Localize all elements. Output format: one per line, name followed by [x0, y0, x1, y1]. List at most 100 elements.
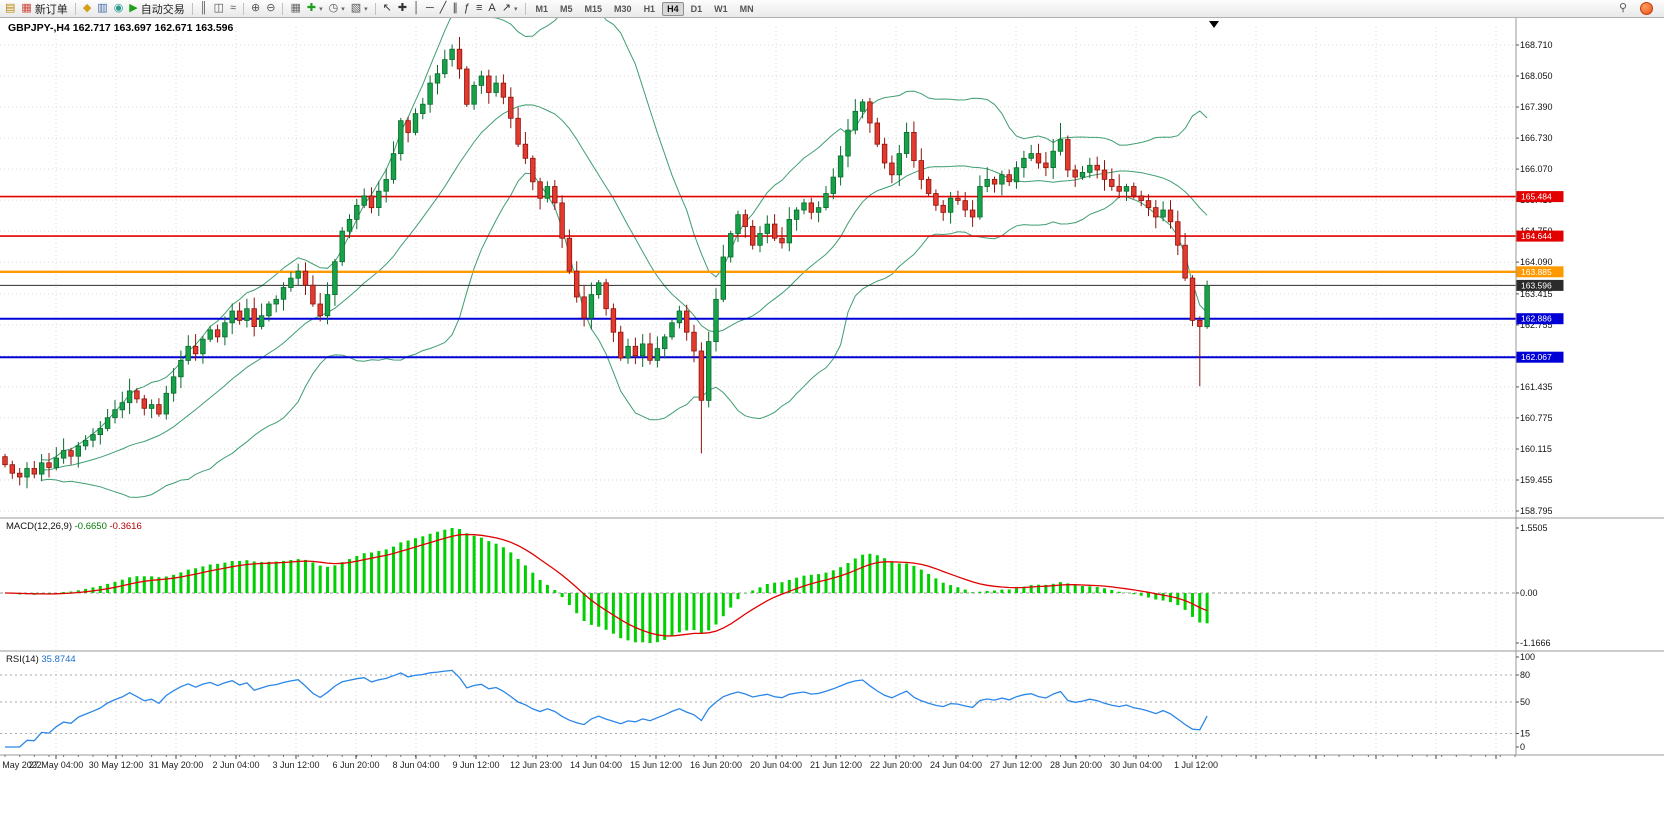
channel-button[interactable]: ∥ — [449, 1, 461, 17]
price-scale-label: 158.795 — [1520, 506, 1553, 516]
time-axis-label: 22 Jun 20:00 — [870, 760, 922, 770]
new-order-icon: ▦ — [21, 2, 32, 14]
timeframe-w1-button[interactable]: W1 — [714, 3, 728, 14]
chart-title: GBPJPY-,H4 162.717 163.697 162.671 163.5… — [8, 22, 234, 34]
cursor-button[interactable]: ↖ — [380, 1, 395, 17]
line-chart-button[interactable]: ≈ — [227, 1, 239, 17]
grid-layer — [0, 27, 1516, 752]
price-scale-label: 164.090 — [1520, 257, 1553, 267]
price-scale-label: 159.455 — [1520, 475, 1553, 485]
periods-button[interactable]: ◷ ▾ — [326, 1, 348, 17]
toolbar-separator — [374, 2, 376, 15]
svg-text:164.644: 164.644 — [1521, 231, 1552, 241]
timeframe-h1-button[interactable]: H1 — [643, 3, 656, 14]
periods-icon: ◷ — [328, 2, 339, 14]
toolbar-separator — [191, 2, 193, 15]
account-status-icon[interactable] — [1637, 1, 1656, 17]
price-scale-label: 166.070 — [1520, 164, 1553, 174]
zoom-in-button[interactable]: ⊕ — [248, 1, 263, 17]
trendline-icon: ╱ — [439, 2, 447, 14]
time-axis-label: 12 Jun 23:00 — [510, 760, 562, 770]
arrows-button[interactable]: ↗ ▾ — [499, 1, 521, 17]
autotrading-button[interactable]: ▶ 自动交易 — [126, 1, 187, 17]
dropdown-caret-icon: ▾ — [364, 5, 368, 13]
vertical-line-icon: │ — [413, 2, 420, 14]
navigator-button[interactable]: ◉ — [111, 1, 127, 17]
zoom-out-button[interactable]: ⊖ — [263, 1, 278, 17]
zoom-out-icon: ⊖ — [266, 2, 276, 14]
new-order-button[interactable]: ▦ 新订单 — [18, 1, 70, 17]
autotrading-button-label: 自动交易 — [140, 3, 185, 16]
candlestick-chart-button[interactable]: ◫ — [211, 1, 227, 17]
horizontal-line-button[interactable]: ─ — [423, 1, 437, 17]
bar-chart-button[interactable]: ║ — [197, 1, 211, 17]
bar-chart-icon: ║ — [199, 2, 208, 14]
templates-button[interactable]: ▧ ▾ — [348, 1, 371, 17]
templates-icon: ▧ — [350, 2, 362, 14]
tile-windows-button[interactable]: ▦ — [287, 1, 303, 17]
market-watch-button[interactable]: ◆ — [80, 1, 94, 17]
horizontal-line-icon: ─ — [425, 2, 434, 14]
price-scale[interactable]: 168.710 168.050 167.390 166.730 166.070 165.4… — [1516, 40, 1564, 516]
indicators-button[interactable]: ✚ ▾ — [304, 1, 326, 17]
shapes-button[interactable]: ≡ — [473, 1, 485, 17]
toolbar-separator — [74, 2, 76, 15]
chart-area[interactable]: GBPJPY-,H4 162.717 163.697 162.671 163.5… — [0, 18, 1664, 819]
search-button[interactable]: ⚲ — [1616, 1, 1630, 17]
macd-scale-label: -1.1666 — [1520, 638, 1551, 648]
toolbar: ▤ ▦ 新订单 ◆ ▥ ◉ ▶ 自动交易 ║ ◫ ≈ ⊕ ⊖ ▦ ✚ ▾ ◷ ▾ ▧ ▾ ↖ ✚ │ ─ ╱ ∥ ƒ ≡ A ↗ ▾ M1 M5… — [0, 0, 1664, 18]
market-watch-icon: ◆ — [82, 2, 92, 14]
time-axis-label: 31 May 20:00 — [149, 760, 204, 770]
text-button[interactable]: A — [485, 1, 498, 17]
chart-shift-marker[interactable] — [1209, 21, 1219, 28]
timeframe-m15-button[interactable]: M15 — [584, 3, 603, 14]
time-axis-label: 30 May 12:00 — [89, 760, 144, 770]
price-scale-label: 161.435 — [1520, 382, 1553, 392]
price-scale-label: 160.115 — [1520, 444, 1552, 454]
time-axis-label: 15 Jun 12:00 — [630, 760, 682, 770]
macd-label: MACD(12,26,9) -0.6650 -0.3616 — [6, 521, 142, 532]
timeframe-group: M1 M5 M15 M30 H1 H4 D1 W1 MN — [528, 0, 762, 17]
toolbar-separator — [524, 2, 526, 15]
indicators-icon: ✚ — [306, 2, 317, 14]
toolbar-group: ▤ ▦ 新订单 — [0, 0, 73, 17]
rsi-panel: RSI(14) 35.8744 100 80 50 15 0 — [0, 652, 1535, 752]
fibonacci-button[interactable]: ƒ — [461, 1, 473, 17]
new-chart-button[interactable]: ▤ — [2, 1, 18, 17]
fibonacci-icon: ƒ — [463, 2, 470, 14]
crosshair-icon: ✚ — [397, 2, 408, 14]
toolbar-group: ▦ ✚ ▾ ◷ ▾ ▧ ▾ — [285, 0, 372, 17]
time-axis-label: 14 Jun 04:00 — [570, 760, 622, 770]
macd-signal-line — [4, 533, 1208, 637]
time-axis-label: 8 Jun 04:00 — [392, 760, 439, 770]
shapes-icon: ≡ — [476, 2, 483, 14]
cursor-icon: ↖ — [382, 2, 392, 14]
timeframe-m5-button[interactable]: M5 — [560, 3, 573, 14]
trendline-button[interactable]: ╱ — [437, 1, 450, 17]
rsi-label: RSI(14) 35.8744 — [6, 654, 76, 665]
timeframe-d1-button[interactable]: D1 — [690, 3, 703, 14]
timeframe-mn-button[interactable]: MN — [739, 3, 754, 14]
time-axis-label: 30 Jun 04:00 — [1110, 760, 1162, 770]
toolbar-right: ⚲ — [1616, 1, 1664, 17]
svg-text:162.067: 162.067 — [1521, 352, 1552, 362]
timeframe-h4-button[interactable]: H4 — [662, 1, 684, 16]
timeframe-m30-button[interactable]: M30 — [614, 3, 632, 14]
text-icon: A — [488, 2, 496, 14]
crosshair-button[interactable]: ✚ — [395, 1, 410, 17]
time-axis-label: 24 Jun 04:00 — [930, 760, 982, 770]
timeframe-m1-button[interactable]: M1 — [535, 3, 549, 14]
time-axis-label: 9 Jun 12:00 — [452, 760, 499, 770]
data-window-button[interactable]: ▥ — [94, 1, 110, 17]
rsi-scale-label: 50 — [1520, 697, 1530, 707]
data-window-icon: ▥ — [97, 2, 108, 14]
price-scale-label: 166.730 — [1520, 133, 1553, 143]
price-badge-163.596: 163.596 — [1516, 279, 1564, 291]
svg-text:165.484: 165.484 — [1521, 192, 1552, 202]
price-scale-label: 168.710 — [1520, 40, 1553, 50]
toolbar-separator — [282, 2, 284, 15]
new-order-button-label: 新订单 — [34, 3, 68, 16]
vertical-line-button[interactable]: │ — [410, 1, 423, 17]
time-axis-label: 16 Jun 20:00 — [690, 760, 742, 770]
